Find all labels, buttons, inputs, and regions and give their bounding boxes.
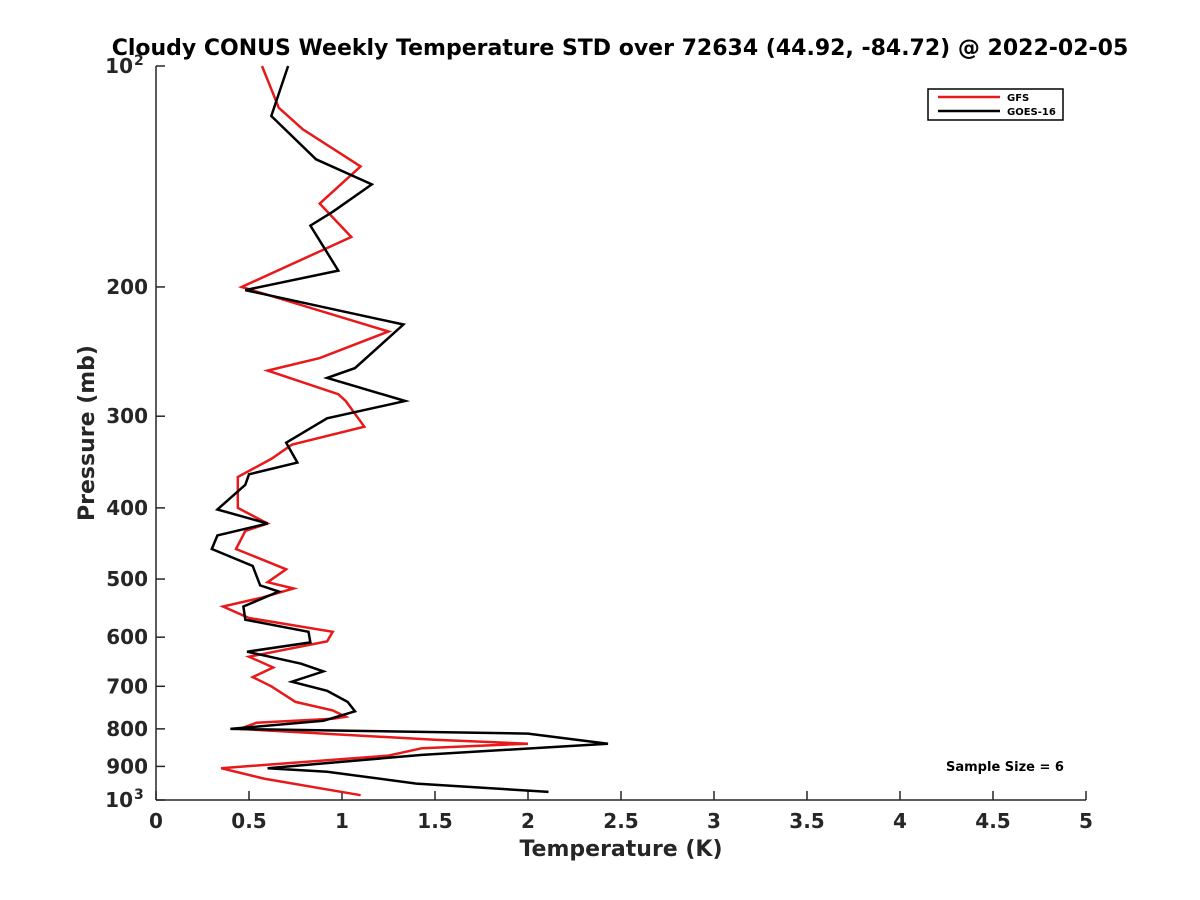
x-axis-ticks: 0 0.5 1 1.5 2 2.5 3 3.5 4 4.5 5 (149, 791, 1093, 833)
y-tick-label: 200 (106, 275, 148, 299)
x-tick-label: 2.5 (603, 809, 638, 833)
x-axis-label: Temperature (K) (519, 837, 722, 862)
series-line-goes16 (210, 65, 609, 794)
sample-size-annotation: Sample Size = 6 (946, 760, 1064, 775)
y-tick-label: 800 (106, 717, 148, 741)
chart-title: Cloudy CONUS Weekly Temperature STD over… (112, 36, 1129, 61)
y-tick-exponent: 2 (134, 53, 144, 69)
y-tick-label: 500 (106, 567, 148, 591)
x-tick-label: 4 (893, 809, 907, 833)
legend-label-gfs: GFS (1007, 93, 1029, 104)
x-tick-label: 1 (335, 809, 349, 833)
y-tick-label: 600 (106, 625, 148, 649)
x-tick-label: 0 (149, 809, 163, 833)
y-axis-label: Pressure (mb) (75, 345, 100, 521)
y-tick-label: 400 (106, 496, 148, 520)
legend: GFS GOES-16 (927, 88, 1064, 121)
y-tick-label: 10 (105, 54, 133, 78)
x-tick-label: 4.5 (975, 809, 1010, 833)
x-tick-label: 1.5 (417, 809, 452, 833)
x-tick-label: 0.5 (231, 809, 266, 833)
plot-area: 0 0.5 1 1.5 2 2.5 3 3.5 4 4.5 5 10 2200300400500600… (105, 53, 1093, 833)
x-tick-label: 2 (521, 809, 535, 833)
y-tick-label: 300 (106, 404, 148, 428)
y-tick-label: 900 (106, 754, 148, 778)
x-tick-label: 5 (1079, 809, 1093, 833)
x-tick-label: 3.5 (789, 809, 824, 833)
legend-label-goes16: GOES-16 (1007, 107, 1056, 118)
y-tick-label: 700 (106, 674, 148, 698)
y-tick-exponent: 3 (134, 787, 144, 803)
x-tick-label: 3 (707, 809, 721, 833)
legend-box (927, 88, 1064, 121)
series-layer (210, 65, 609, 797)
y-tick-label: 10 (105, 788, 133, 812)
